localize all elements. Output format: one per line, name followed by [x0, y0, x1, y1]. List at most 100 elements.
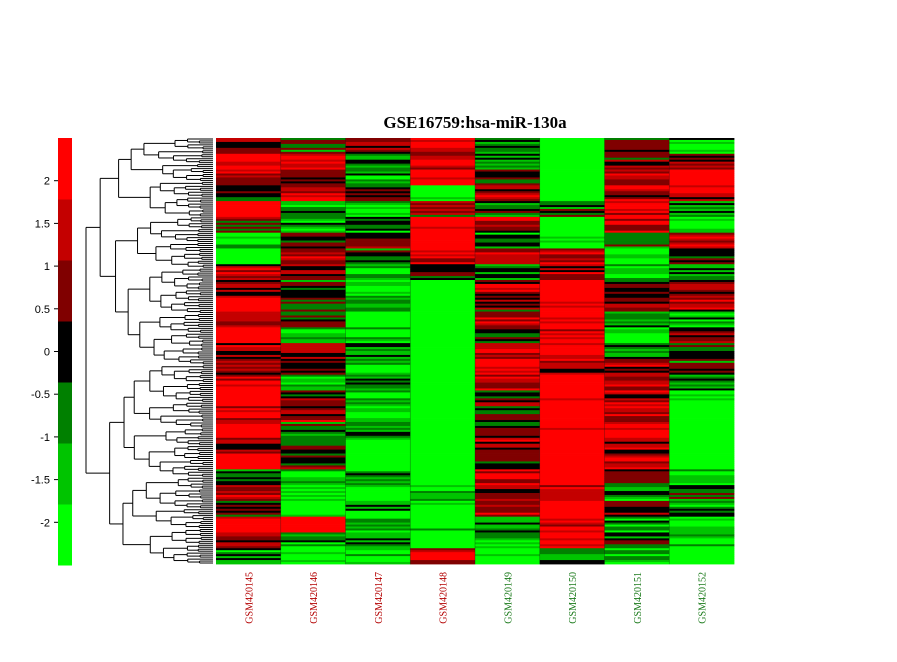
- heatmap-cell: [345, 260, 411, 263]
- heatmap-cell: [216, 540, 282, 543]
- heatmap-cell: [669, 439, 735, 443]
- heatmap-cell: [475, 212, 541, 216]
- heatmap-cell: [410, 542, 476, 545]
- heatmap-cell: [345, 321, 411, 324]
- heatmap-cell: [280, 157, 346, 161]
- heatmap-cell: [539, 453, 605, 456]
- heatmap-cell: [604, 264, 670, 267]
- heatmap-cell: [410, 222, 476, 226]
- heatmap-cell: [410, 420, 476, 423]
- heatmap-cell: [539, 536, 605, 539]
- heatmap-cell: [604, 562, 670, 565]
- heatmap-cell: [410, 293, 476, 297]
- heatmap-cell: [539, 281, 605, 285]
- heatmap-cell: [604, 554, 670, 557]
- heatmap-cell: [475, 274, 541, 277]
- heatmap-cell: [345, 343, 411, 346]
- heatmap-cell: [410, 516, 476, 520]
- heatmap-cell: [604, 544, 670, 547]
- heatmap-cell: [604, 441, 670, 445]
- heatmap-cell: [604, 260, 670, 263]
- heatmap-cell: [539, 443, 605, 447]
- heatmap-cell: [280, 528, 346, 531]
- heatmap-cell: [669, 376, 735, 380]
- heatmap-cell: [410, 210, 476, 214]
- heatmap-cell: [345, 305, 411, 309]
- heatmap-cell: [216, 201, 282, 204]
- heatmap-cell: [410, 149, 476, 153]
- heatmap-cell: [280, 216, 346, 220]
- heatmap-cell: [539, 439, 605, 443]
- heatmap-cell: [216, 536, 282, 539]
- heatmap-cell: [216, 236, 282, 239]
- heatmap-cell: [475, 550, 541, 553]
- heatmap-cell: [410, 323, 476, 326]
- heatmap-cell: [216, 402, 282, 405]
- heatmap-cell: [280, 481, 346, 484]
- heatmap-cell: [216, 331, 282, 334]
- heatmap-cell: [604, 558, 670, 561]
- heatmap-cell: [475, 422, 541, 425]
- heatmap-cell: [410, 268, 476, 271]
- heatmap-cell: [669, 402, 735, 405]
- heatmap-cell: [539, 508, 605, 512]
- heatmap-cell: [475, 161, 541, 165]
- heatmap-cell: [475, 376, 541, 380]
- heatmap-cell: [669, 212, 735, 216]
- colorbar-segment: [58, 138, 72, 200]
- heatmap-cell: [604, 528, 670, 531]
- heatmap-cell: [669, 187, 735, 190]
- heatmap-cell: [475, 222, 541, 226]
- heatmap-cell: [280, 354, 346, 358]
- heatmap-cell: [669, 189, 735, 192]
- heatmap-cell: [345, 473, 411, 476]
- heatmap-cell: [604, 187, 670, 190]
- heatmap-cell: [604, 374, 670, 378]
- heatmap-cell: [475, 406, 541, 409]
- heatmap-cell: [216, 250, 282, 253]
- heatmap-cell: [475, 366, 541, 370]
- heatmap-cell: [410, 431, 476, 435]
- heatmap-cell: [345, 175, 411, 178]
- heatmap-cell: [280, 226, 346, 230]
- heatmap-cell: [669, 181, 735, 184]
- heatmap-cell: [475, 370, 541, 374]
- heatmap-cell: [475, 207, 541, 210]
- heatmap-cell: [475, 252, 541, 255]
- heatmap-cell: [539, 489, 605, 492]
- heatmap-cell: [216, 139, 282, 143]
- heatmap-cell: [410, 500, 476, 504]
- heatmap-cell: [216, 354, 282, 358]
- heatmap-cell: [280, 181, 346, 184]
- heatmap-cell: [345, 276, 411, 279]
- heatmap-cell: [475, 246, 541, 249]
- heatmap-cell: [345, 224, 411, 228]
- heatmap-cell: [280, 514, 346, 518]
- heatmap-cell: [669, 443, 735, 447]
- heatmap-cell: [280, 479, 346, 482]
- heatmap-cell: [539, 414, 605, 417]
- heatmap-cell: [345, 552, 411, 555]
- heatmap-cell: [475, 175, 541, 178]
- heatmap-cell: [669, 177, 735, 180]
- heatmap-cell: [604, 498, 670, 502]
- heatmap-cell: [669, 483, 735, 486]
- heatmap-cell: [475, 185, 541, 188]
- heatmap-cell: [216, 500, 282, 504]
- heatmap-cell: [280, 400, 346, 403]
- heatmap-cell: [539, 248, 605, 251]
- heatmap-cell: [280, 388, 346, 391]
- heatmap-cell: [216, 380, 282, 383]
- heatmap-cell: [280, 469, 346, 472]
- heatmap-cell: [669, 437, 735, 441]
- heatmap-cell: [280, 303, 346, 307]
- heatmap-cell: [410, 179, 476, 182]
- heatmap-cell: [280, 536, 346, 539]
- heatmap-cell: [410, 400, 476, 403]
- heatmap-cell: [475, 453, 541, 456]
- heatmap-cell: [410, 315, 476, 318]
- heatmap-cell: [604, 548, 670, 551]
- heatmap-cell: [345, 325, 411, 328]
- heatmap-cell: [345, 205, 411, 208]
- heatmap-cell: [410, 518, 476, 522]
